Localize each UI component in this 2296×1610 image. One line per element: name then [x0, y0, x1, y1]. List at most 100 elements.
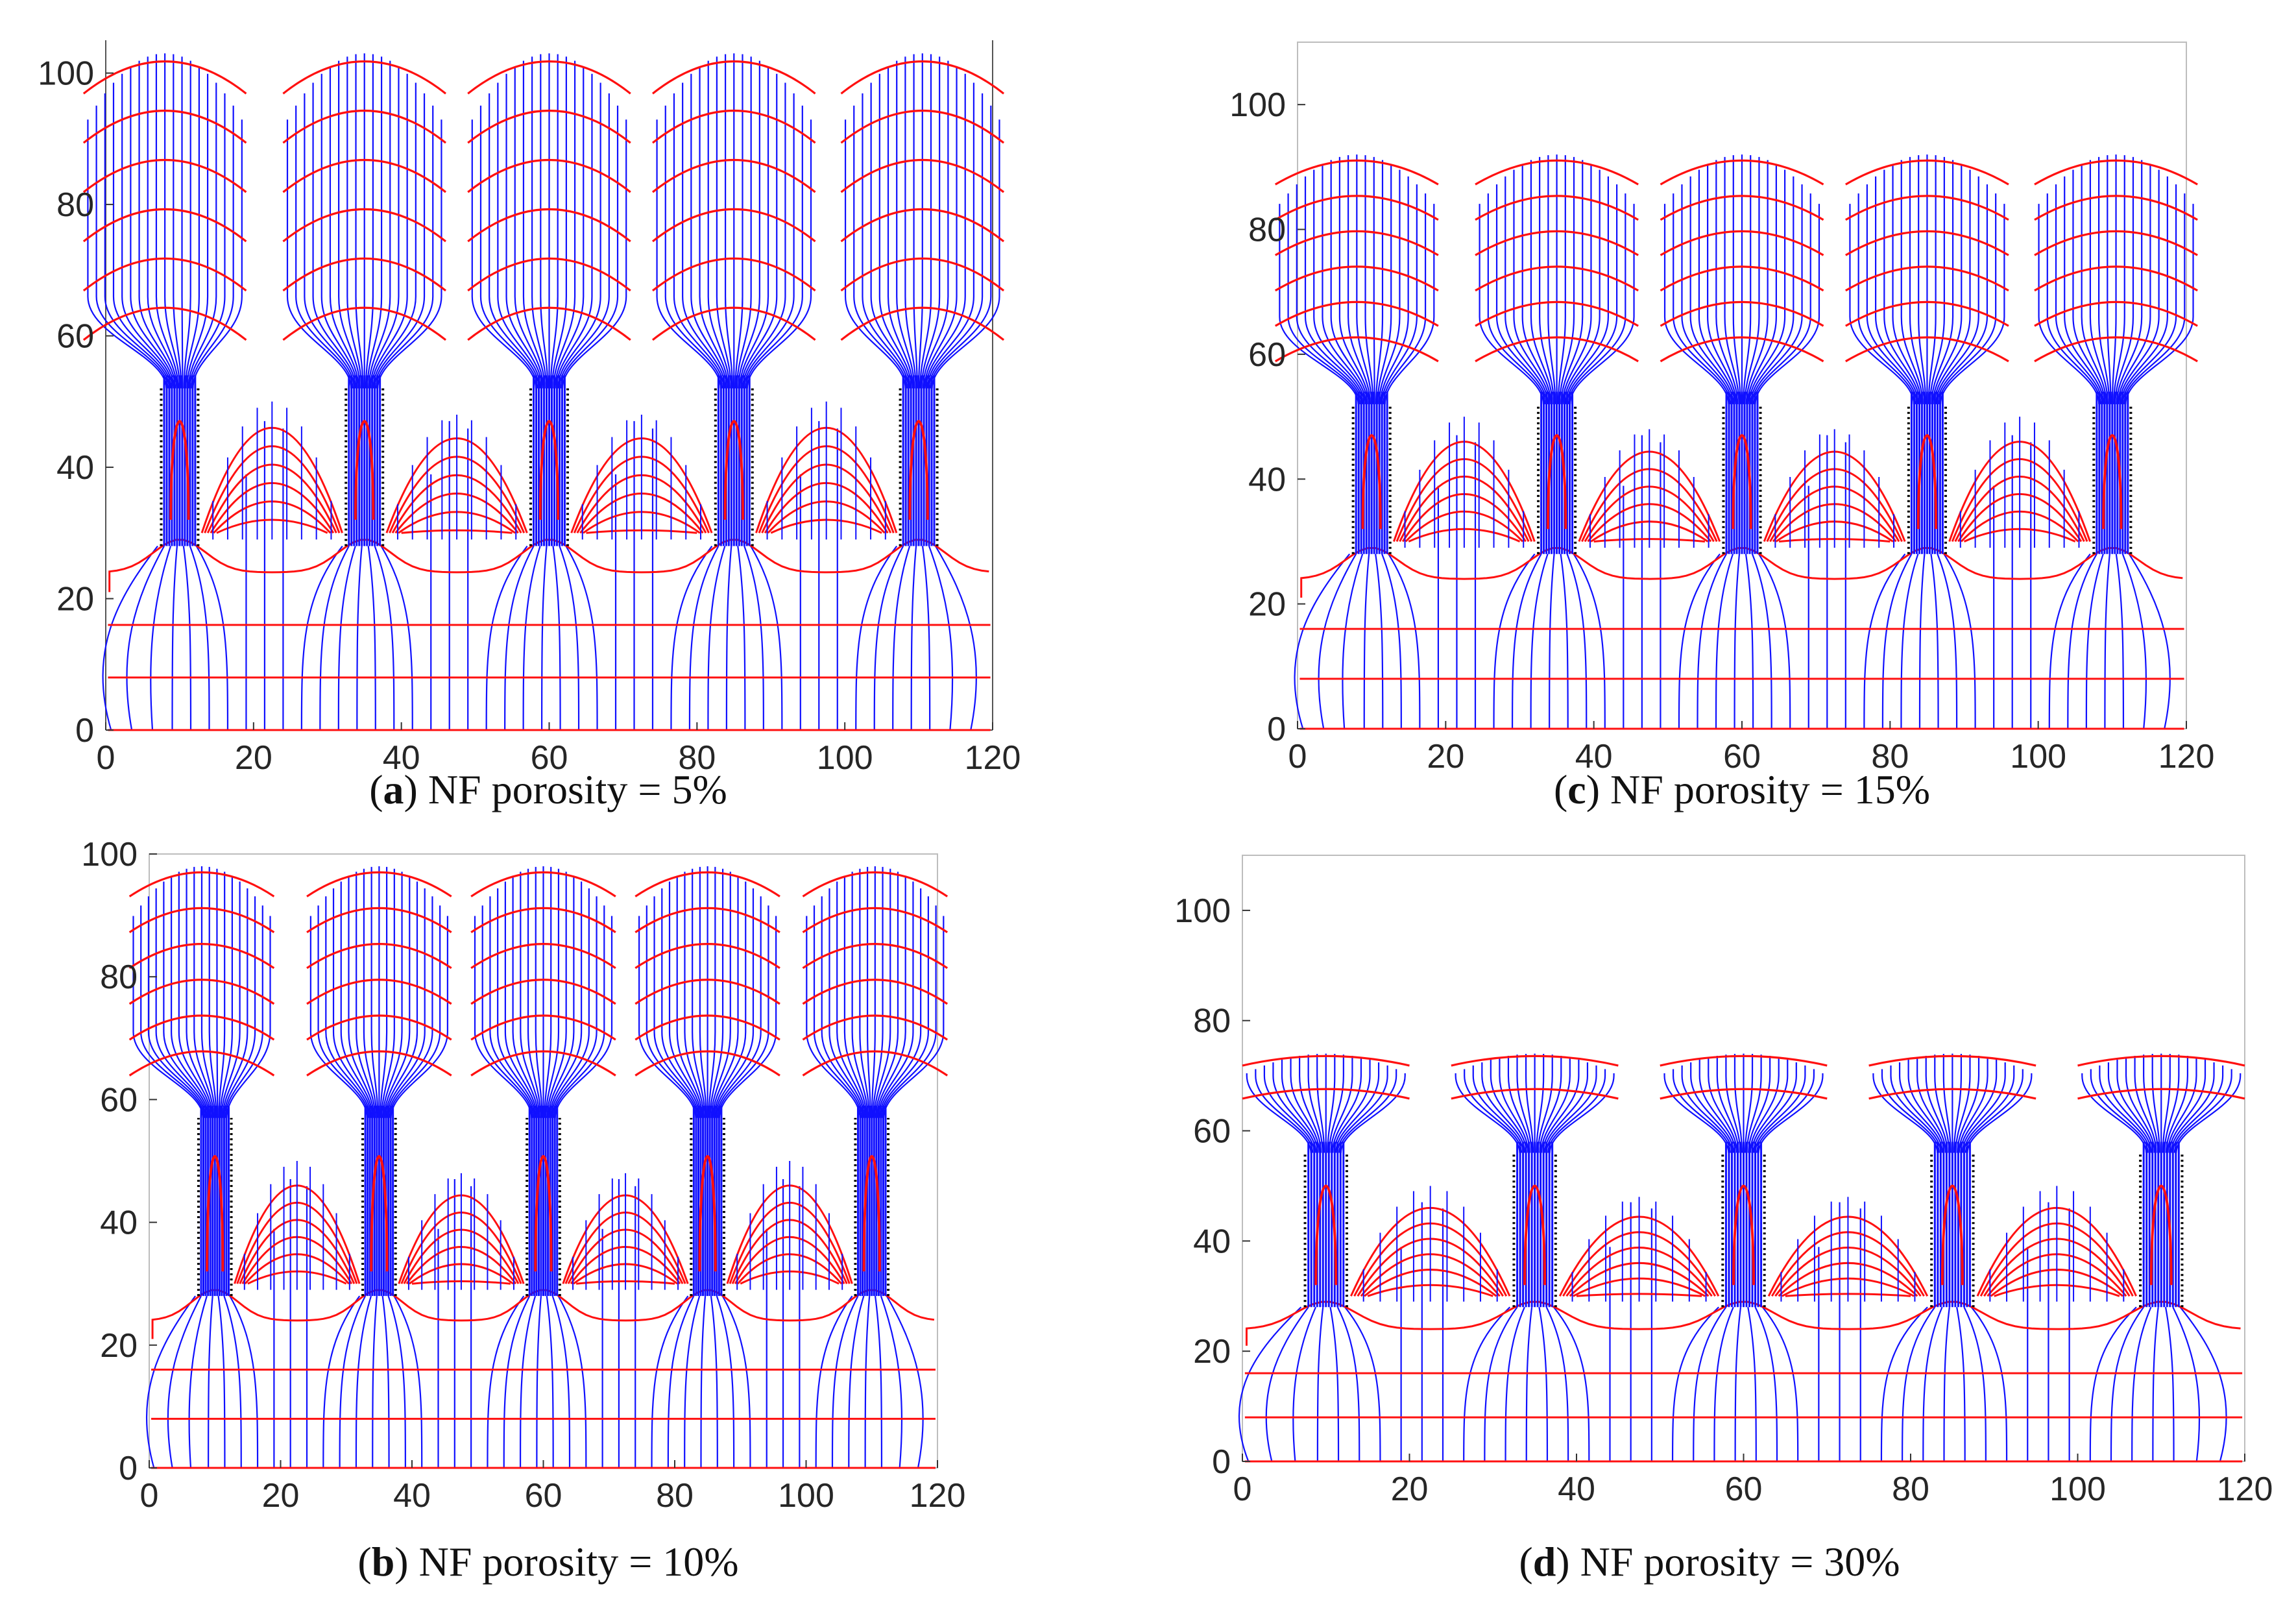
field-line — [750, 545, 783, 731]
bulb-field-line — [171, 876, 211, 1118]
field-line — [2172, 1306, 2201, 1462]
bulb-field-line — [2151, 1054, 2160, 1153]
plot-b: 0 20 40 60 80 100 120 0 20 40 60 80 100 — [81, 836, 965, 1515]
y-tick-label: 40 — [1193, 1223, 1231, 1260]
bulb-field-line — [738, 60, 760, 389]
bulb-field-line — [387, 896, 433, 1118]
bulb-field-line — [664, 105, 723, 389]
bulb-field-line — [2072, 169, 2106, 404]
field-line — [928, 546, 954, 731]
bulb-field-line — [853, 105, 908, 389]
bulb-field-line — [1744, 156, 1760, 404]
bulb-field-line — [1942, 1054, 1952, 1153]
bulb-field-line — [1340, 1073, 1406, 1153]
bulb-field-line — [690, 73, 727, 389]
bulb-field-line — [862, 93, 910, 389]
field-line — [667, 1295, 695, 1469]
bulb-contour — [651, 208, 816, 243]
bulb-field-line — [1748, 169, 1786, 404]
bulb-contour — [128, 942, 275, 970]
bulb-contour — [1475, 300, 1639, 327]
bulb-field-line — [710, 872, 731, 1118]
x-tick-label: 60 — [531, 739, 568, 777]
field-line — [2048, 553, 2091, 729]
x-tick-label: 40 — [383, 739, 420, 777]
bulb-field-line — [871, 866, 876, 1118]
field-line — [1493, 553, 1536, 729]
pillar-contour — [1940, 1184, 1964, 1286]
field-line — [208, 1296, 213, 1469]
field-line — [1294, 553, 1351, 729]
caption-b: (b) NF porosity = 10% — [357, 1539, 739, 1585]
bulb-contour — [840, 109, 1005, 144]
bulb-field-line — [1504, 176, 1549, 404]
bulb-field-line — [843, 876, 867, 1118]
bulb-field-line — [2167, 1057, 2197, 1153]
bulb-field-line — [2107, 1062, 2152, 1153]
bulb-field-line — [1690, 1062, 1735, 1153]
bulb-field-line — [1542, 1059, 1580, 1153]
inter-pillar-mound — [1578, 429, 1721, 548]
y-tick-label: 100 — [1229, 86, 1286, 124]
x-tick-label: 0 — [140, 1477, 159, 1515]
bulb-field-line — [531, 56, 548, 389]
x-tick-label: 60 — [1723, 738, 1761, 775]
equipotentials-b — [151, 1161, 936, 1469]
bulb-field-line — [355, 54, 364, 389]
bulb-contour — [840, 60, 1005, 95]
bulb-field-line — [383, 876, 411, 1118]
field-line — [716, 1295, 735, 1469]
bulb-field-line — [1929, 156, 1945, 404]
bulb-field-line — [1455, 1073, 1521, 1153]
bulb-field-line — [163, 881, 210, 1118]
bulb-contour — [306, 871, 452, 897]
bulb-field-line — [370, 866, 379, 1118]
bulb-field-line — [1328, 1055, 1344, 1153]
field-line — [319, 546, 350, 731]
x-tick-label: 120 — [2217, 1470, 2273, 1508]
field-line — [848, 1295, 865, 1469]
y-tick-label: 60 — [56, 318, 94, 356]
field-line — [182, 546, 192, 731]
bulb-field-line — [2119, 169, 2160, 404]
bulb-contour — [2077, 1055, 2245, 1067]
bulb-field-line — [348, 876, 375, 1118]
inter-pillar-mound — [1558, 1197, 1720, 1302]
bulb-contour — [1660, 230, 1824, 256]
field-line — [150, 546, 172, 731]
bulb-field-line — [504, 881, 538, 1118]
bulb-field-line — [736, 56, 752, 389]
bulb-contour — [282, 306, 447, 341]
pillar-5 — [840, 53, 1005, 546]
bulb-contour — [634, 907, 780, 933]
caption-d-letter: d — [1532, 1539, 1556, 1585]
bulb-field-line — [712, 876, 739, 1118]
field-line — [374, 546, 395, 731]
bulb-field-line — [1964, 1069, 2024, 1153]
caption-b-text: NF porosity = 10% — [418, 1539, 739, 1585]
field-line — [2104, 554, 2110, 729]
bulb-field-line — [708, 866, 716, 1118]
bulb-field-line — [1909, 156, 1925, 404]
bulb-field-line — [877, 881, 914, 1118]
pillar-1 — [1242, 1053, 1410, 1308]
y-tick-label: 100 — [81, 836, 138, 873]
field-line — [873, 546, 904, 731]
bulb-field-line — [2117, 164, 2151, 404]
pillar-2 — [306, 866, 452, 1297]
bulb-field-line — [2175, 1073, 2242, 1153]
bulb-field-line — [1356, 154, 1373, 404]
bulb-field-line — [876, 876, 906, 1118]
bulb-field-line — [1336, 1065, 1388, 1153]
bulb-field-line — [2064, 176, 2105, 404]
field-line — [195, 545, 229, 731]
field-line — [1504, 1306, 1525, 1462]
bulb-field-line — [224, 905, 263, 1118]
bulb-field-line — [1750, 176, 1795, 404]
bulb-field-line — [554, 66, 585, 389]
field-line — [2128, 554, 2171, 729]
bulb-field-line — [925, 73, 966, 389]
x-tick-label: 0 — [97, 739, 115, 777]
bulb-field-line — [1330, 1056, 1353, 1153]
field-line — [1388, 554, 1421, 729]
